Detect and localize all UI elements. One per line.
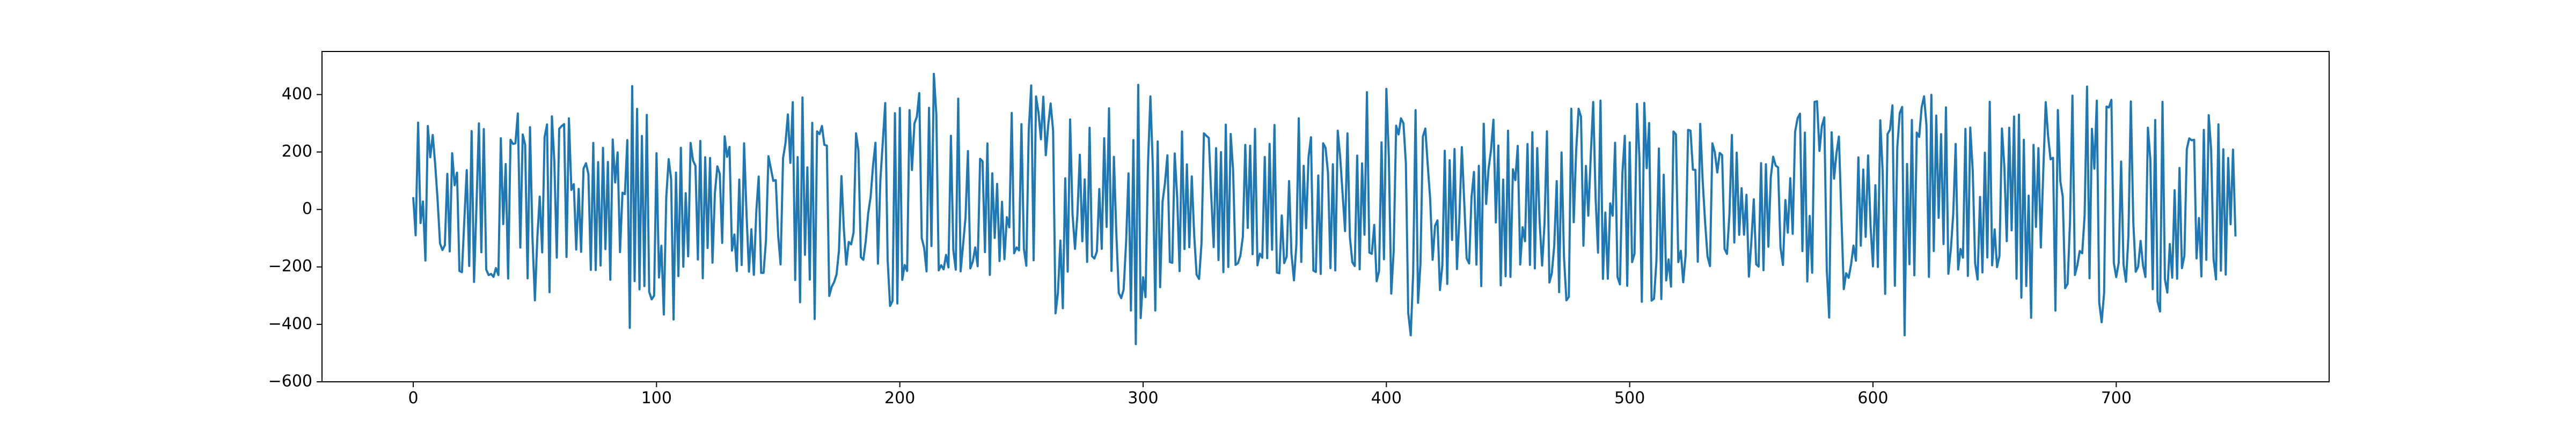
y-tick-label: 400 — [282, 85, 312, 103]
plot-area — [412, 72, 2237, 345]
x-tick-label: 600 — [1857, 389, 1888, 408]
x-tick-label: 0 — [408, 389, 418, 408]
x-tick-label: 200 — [884, 389, 915, 408]
x-tick-label: 100 — [641, 389, 672, 408]
y-tick-label: −600 — [268, 372, 312, 391]
x-axis: 0 100 200 300 400 500 600 700 — [408, 382, 2132, 408]
x-tick-label: 400 — [1371, 389, 1402, 408]
y-tick-label: 200 — [282, 142, 312, 161]
axes-frame — [321, 51, 2330, 382]
series-line — [412, 72, 2237, 345]
y-tick-label: −200 — [268, 257, 312, 276]
x-tick-label: 700 — [2101, 389, 2132, 408]
y-tick-label: −400 — [268, 314, 312, 333]
x-tick-label: 500 — [1614, 389, 1645, 408]
x-tick-label: 300 — [1128, 389, 1158, 408]
y-axis: −600 −400 −200 0 200 400 — [268, 85, 322, 391]
y-tick-label: 0 — [302, 199, 312, 218]
